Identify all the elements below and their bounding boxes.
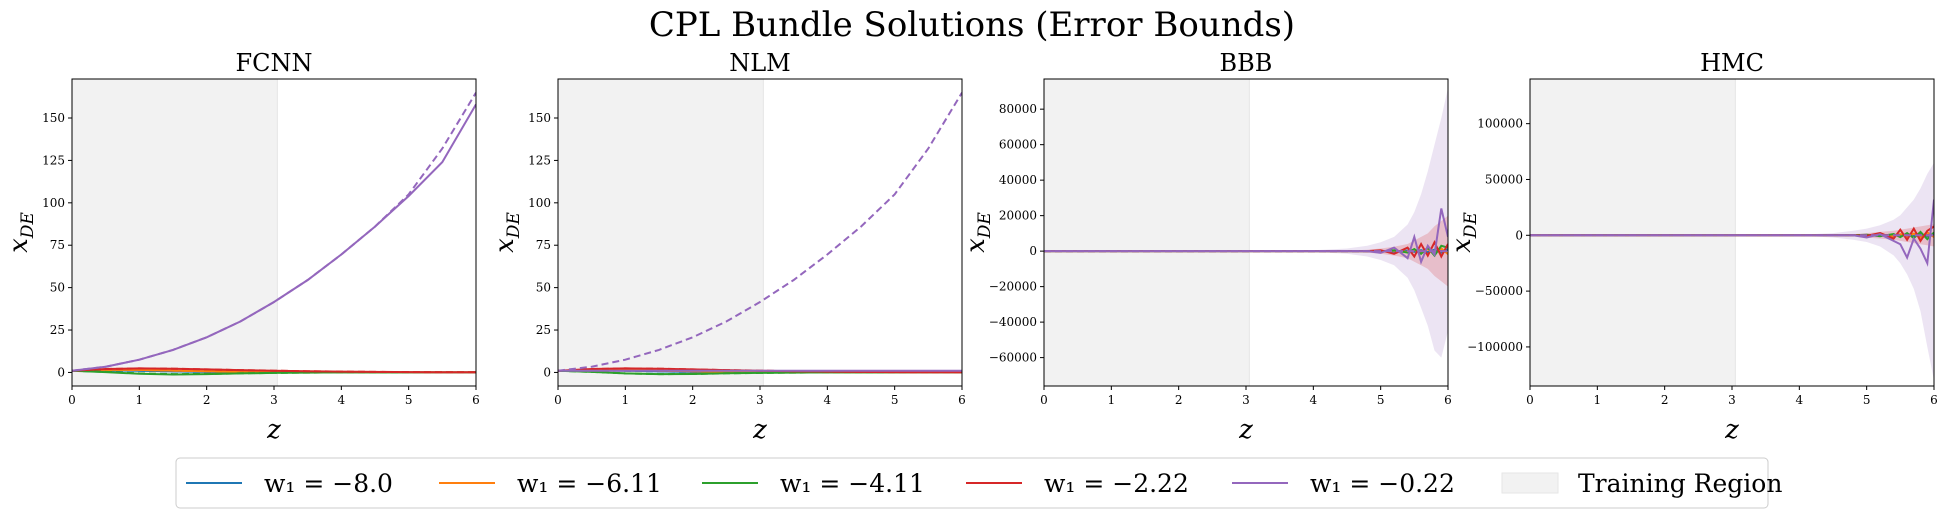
y-tick-label: 100 [42, 196, 65, 210]
y-tick-label: 75 [50, 238, 65, 252]
y-tick-label: 125 [528, 153, 551, 167]
legend-entry: w₁ = −2.22 [966, 469, 1189, 498]
y-tick-label: 0 [57, 365, 65, 379]
x-tick-label: 4 [824, 393, 832, 407]
y-tick-label: 0 [543, 365, 551, 379]
y-axis-label: xDE [490, 212, 524, 253]
y-tick-label: 0 [1029, 244, 1037, 258]
y-tick-label: −60000 [989, 351, 1037, 365]
panel-title: NLM [729, 49, 791, 77]
series-prediction-line [1530, 199, 1934, 267]
panel-title: BBB [1220, 49, 1273, 77]
y-tick-label: −100000 [1467, 340, 1523, 354]
y-tick-label: 150 [528, 111, 551, 125]
training-region [1043, 78, 1250, 387]
panel-fcnn: 0 1 2 3 4 5 6 0 25 50 75 100 125 150 FCNN z xDE [4, 49, 480, 445]
legend-label: w₁ = −0.22 [1310, 469, 1455, 498]
y-tick-label: 40000 [999, 173, 1037, 187]
x-tick-label: 2 [689, 393, 697, 407]
y-tick-label: 60000 [999, 138, 1037, 152]
y-axis-label: xDE [4, 212, 38, 253]
x-tick-label: 5 [891, 393, 899, 407]
y-tick-label: 75 [536, 238, 551, 252]
training-region [557, 78, 764, 387]
figure-title: CPL Bundle Solutions (Error Bounds) [649, 5, 1295, 45]
y-tick-label: 150 [42, 111, 65, 125]
x-tick-label: 6 [1444, 393, 1452, 407]
legend: w₁ = −8.0 w₁ = −6.11 w₁ = −4.11 w₁ = −2.22 w… [175, 457, 1782, 509]
legend-entry: w₁ = −6.11 [439, 469, 662, 498]
legend-label: w₁ = −2.22 [1044, 469, 1189, 498]
x-axis-label: z [1238, 415, 1253, 445]
x-axis-label: z [266, 415, 281, 445]
x-tick-label: 4 [1310, 393, 1318, 407]
x-tick-label: 6 [1930, 393, 1938, 407]
y-tick-label: −20000 [989, 280, 1037, 294]
training-region [1529, 78, 1736, 387]
series-prediction-line [72, 367, 476, 374]
x-tick-label: 1 [622, 393, 630, 407]
y-axis-label: xDE [961, 212, 995, 253]
x-tick-label: 6 [472, 393, 480, 407]
y-tick-label: 50000 [1485, 172, 1523, 186]
y-tick-label: 25 [50, 323, 65, 337]
y-axis-label: xDE [1447, 212, 1481, 253]
x-tick-label: 4 [338, 393, 346, 407]
panel-title: HMC [1700, 49, 1764, 77]
panel-hmc: 0 1 2 3 4 5 6 −100000 −50000 0 50000 100000 HMC z xDE [1447, 49, 1938, 445]
legend-entry: w₁ = −8.0 [186, 469, 393, 498]
legend-entry: w₁ = −0.22 [1232, 469, 1455, 498]
x-axis-label: z [752, 415, 767, 445]
panel-bbb: 0 1 2 3 4 5 6 −60000 −40000 −20000 0 20000 40000 6000… [961, 49, 1452, 445]
legend-label: w₁ = −8.0 [264, 469, 393, 498]
legend-label: w₁ = −6.11 [517, 469, 662, 498]
x-tick-label: 5 [1377, 393, 1385, 407]
x-tick-label: 3 [1242, 393, 1250, 407]
training-region [71, 78, 278, 387]
x-tick-label: 0 [1526, 393, 1534, 407]
legend-entry-training: Training Region [1501, 469, 1782, 498]
y-tick-label: 20000 [999, 209, 1037, 223]
legend-label: Training Region [1578, 469, 1782, 498]
x-tick-label: 1 [1594, 393, 1602, 407]
x-tick-label: 1 [1108, 393, 1116, 407]
y-tick-label: 50 [536, 281, 551, 295]
panel-title: FCNN [235, 49, 312, 77]
x-tick-label: 0 [68, 393, 76, 407]
x-axis-label: z [1724, 415, 1739, 445]
y-tick-label: −50000 [1475, 284, 1523, 298]
x-tick-label: 0 [554, 393, 562, 407]
x-tick-label: 5 [405, 393, 413, 407]
series-prediction-line [72, 103, 476, 372]
x-tick-label: 2 [1661, 393, 1669, 407]
series-reference-line [558, 92, 962, 372]
y-tick-label: 80000 [999, 102, 1037, 116]
x-tick-label: 2 [1175, 393, 1183, 407]
x-tick-label: 5 [1863, 393, 1871, 407]
legend-label: w₁ = −4.11 [780, 469, 925, 498]
x-tick-label: 4 [1796, 393, 1804, 407]
y-tick-label: 0 [1515, 228, 1523, 242]
y-tick-label: 100000 [1477, 117, 1523, 131]
x-tick-label: 0 [1040, 393, 1048, 407]
x-tick-label: 3 [756, 393, 764, 407]
y-tick-label: 125 [42, 153, 65, 167]
x-tick-label: 1 [136, 393, 144, 407]
series-prediction-line [1044, 208, 1448, 265]
x-tick-label: 3 [1728, 393, 1736, 407]
y-tick-label: 25 [536, 323, 551, 337]
legend-swatch-training [1501, 472, 1559, 494]
x-tick-label: 6 [958, 393, 966, 407]
panel-nlm: 0 1 2 3 4 5 6 0 25 50 75 100 125 150 NLM z xDE [490, 49, 966, 445]
x-tick-label: 3 [270, 393, 278, 407]
legend-entry: w₁ = −4.11 [702, 469, 925, 498]
y-tick-label: −40000 [989, 315, 1037, 329]
y-tick-label: 50 [50, 281, 65, 295]
y-tick-label: 100 [528, 196, 551, 210]
x-tick-label: 2 [203, 393, 211, 407]
